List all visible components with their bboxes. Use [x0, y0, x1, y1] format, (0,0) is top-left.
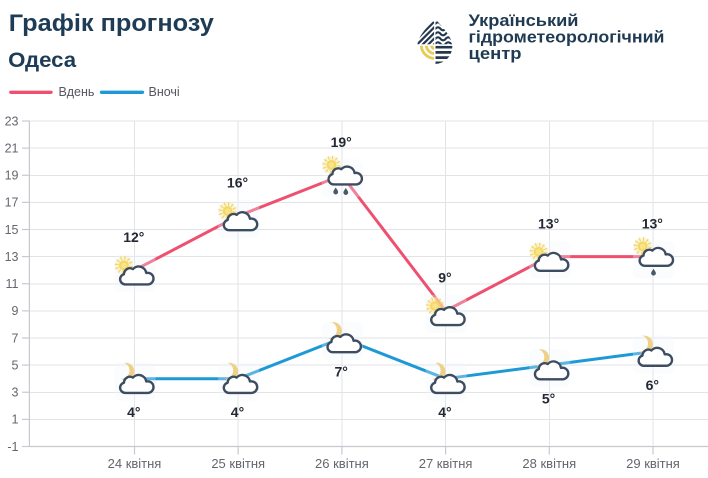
svg-text:центр: центр	[469, 45, 522, 63]
svg-text:27 квітня: 27 квітня	[419, 456, 473, 471]
svg-text:13°: 13°	[642, 215, 663, 231]
svg-text:11: 11	[6, 277, 19, 291]
svg-text:4°: 4°	[231, 404, 244, 420]
svg-text:4°: 4°	[127, 404, 140, 420]
svg-text:28 квітня: 28 квітня	[522, 456, 576, 471]
svg-text:5: 5	[12, 358, 19, 372]
svg-text:25 квітня: 25 квітня	[211, 456, 265, 471]
svg-text:Вдень: Вдень	[59, 85, 95, 99]
svg-text:5°: 5°	[542, 391, 555, 407]
svg-text:7: 7	[12, 331, 19, 345]
svg-text:26 квітня: 26 квітня	[315, 456, 369, 471]
svg-text:9: 9	[12, 304, 19, 318]
svg-text:23: 23	[5, 114, 19, 128]
svg-text:9°: 9°	[438, 270, 451, 286]
svg-text:-1: -1	[7, 440, 18, 454]
svg-text:4°: 4°	[438, 404, 451, 420]
svg-text:1: 1	[12, 413, 19, 427]
svg-text:19°: 19°	[331, 134, 352, 150]
svg-text:Графік прогнозу: Графік прогнозу	[9, 10, 214, 37]
svg-text:15: 15	[5, 223, 19, 237]
svg-text:12°: 12°	[123, 229, 144, 245]
svg-text:21: 21	[5, 141, 19, 155]
svg-text:гідрометеорологічний: гідрометеорологічний	[469, 29, 665, 47]
svg-text:16°: 16°	[227, 175, 248, 191]
svg-text:19: 19	[5, 169, 19, 183]
svg-text:6°: 6°	[646, 377, 659, 393]
svg-text:Одеса: Одеса	[8, 48, 77, 72]
svg-text:29 квітня: 29 квітня	[626, 456, 680, 471]
svg-text:13: 13	[5, 250, 19, 264]
svg-text:7°: 7°	[335, 364, 348, 380]
svg-text:24 квітня: 24 квітня	[108, 456, 162, 471]
svg-text:13°: 13°	[538, 215, 559, 231]
svg-text:Вночі: Вночі	[149, 85, 180, 99]
svg-text:3: 3	[12, 386, 19, 400]
svg-text:Український: Український	[469, 12, 579, 30]
svg-text:17: 17	[5, 196, 19, 210]
